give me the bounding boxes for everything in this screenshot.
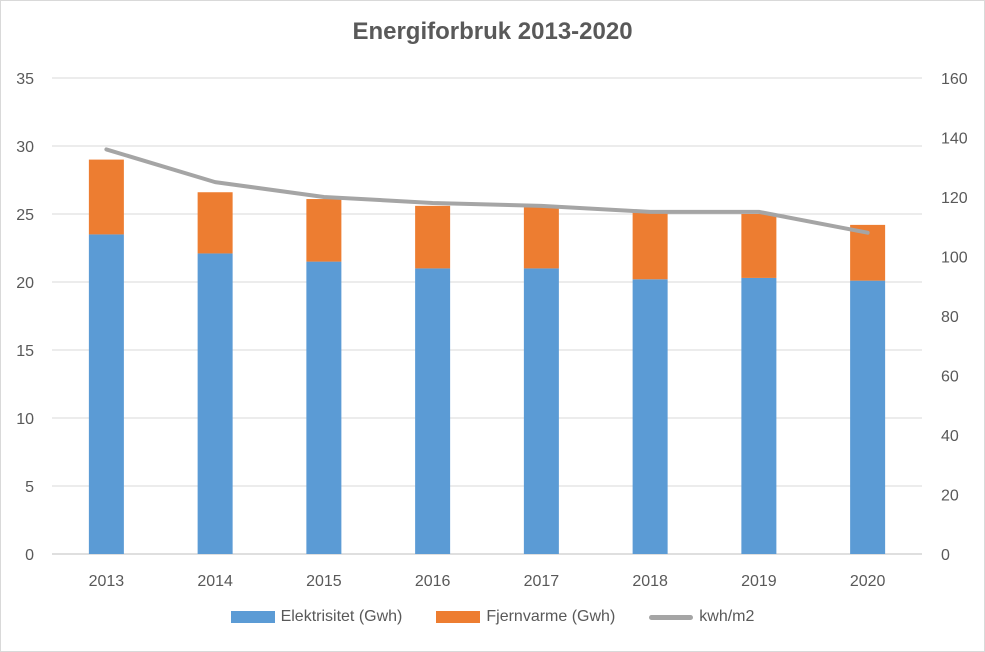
x-tick-label: 2019 — [741, 573, 777, 590]
bar-fjernvarme — [306, 199, 342, 262]
bar-elektrisitet — [523, 268, 559, 554]
bar-fjernvarme — [88, 159, 124, 235]
y-right-tick-label: 0 — [941, 547, 950, 564]
bar-elektrisitet — [306, 261, 342, 554]
y-left-tick-label: 15 — [16, 343, 34, 360]
legend-label: Elektrisitet (Gwh) — [280, 608, 403, 625]
y-left-tick-label: 20 — [16, 275, 34, 292]
legend-item: kwh/m2 — [649, 608, 754, 626]
bar-elektrisitet — [197, 253, 233, 554]
chart-title: Energiforbruk 2013-2020 — [352, 18, 633, 45]
x-tick-label: 2016 — [415, 573, 451, 590]
gridlines — [52, 77, 922, 555]
legend-item: Fjernvarme (Gwh) — [436, 608, 615, 626]
y-left-tick-label: 5 — [25, 479, 34, 496]
x-tick-label: 2017 — [524, 573, 560, 590]
y-left-tick-label: 30 — [16, 139, 34, 156]
y-right-tick-label: 160 — [941, 71, 968, 88]
bar-elektrisitet — [632, 279, 668, 554]
y-right-tick-label: 100 — [941, 250, 968, 267]
y-right-tick-label: 60 — [941, 369, 959, 386]
y-right-tick-label: 120 — [941, 190, 968, 207]
legend-swatch — [649, 614, 694, 620]
y-right-tick-label: 20 — [941, 488, 959, 505]
legend-swatch — [436, 611, 481, 623]
line-kwh-m2 — [104, 147, 870, 235]
legend-swatch — [230, 611, 275, 623]
y-left-tick-label: 10 — [16, 411, 34, 428]
bar-elektrisitet — [415, 268, 451, 554]
axis-labels: 0 5 10 15 20 25 30 35 0 20 40 60 80 100 120 140 160 2013 2… — [16, 71, 968, 590]
y-left-tick-label: 25 — [16, 207, 34, 224]
y-right-tick-label: 140 — [941, 131, 968, 148]
y-right-tick-label: 80 — [941, 309, 959, 326]
bar-fjernvarme — [197, 192, 233, 254]
bar-elektrisitet — [88, 234, 124, 554]
x-tick-label: 2014 — [197, 573, 233, 590]
y-left-tick-label: 35 — [16, 71, 34, 88]
y-left-tick-label: 0 — [25, 547, 34, 564]
x-tick-label: 2018 — [632, 573, 668, 590]
line-series — [104, 147, 870, 235]
bar-elektrisitet — [850, 280, 886, 554]
y-right-tick-label: 40 — [941, 428, 959, 445]
bar-fjernvarme — [415, 205, 451, 269]
bar-fjernvarme — [523, 207, 559, 269]
bar-fjernvarme — [632, 211, 668, 280]
x-tick-label: 2020 — [850, 573, 886, 590]
bar-elektrisitet — [741, 277, 777, 554]
legend-label: kwh/m2 — [699, 608, 755, 625]
x-tick-label: 2015 — [306, 573, 342, 590]
bars — [88, 159, 886, 554]
legend-item: Elektrisitet (Gwh) — [230, 608, 403, 626]
x-tick-label: 2013 — [89, 573, 125, 590]
bar-fjernvarme — [741, 214, 777, 278]
legend-label: Fjernvarme (Gwh) — [486, 608, 616, 625]
legend: Elektrisitet (Gwh) Fjernvarme (Gwh) kwh/m2 — [0, 608, 985, 626]
